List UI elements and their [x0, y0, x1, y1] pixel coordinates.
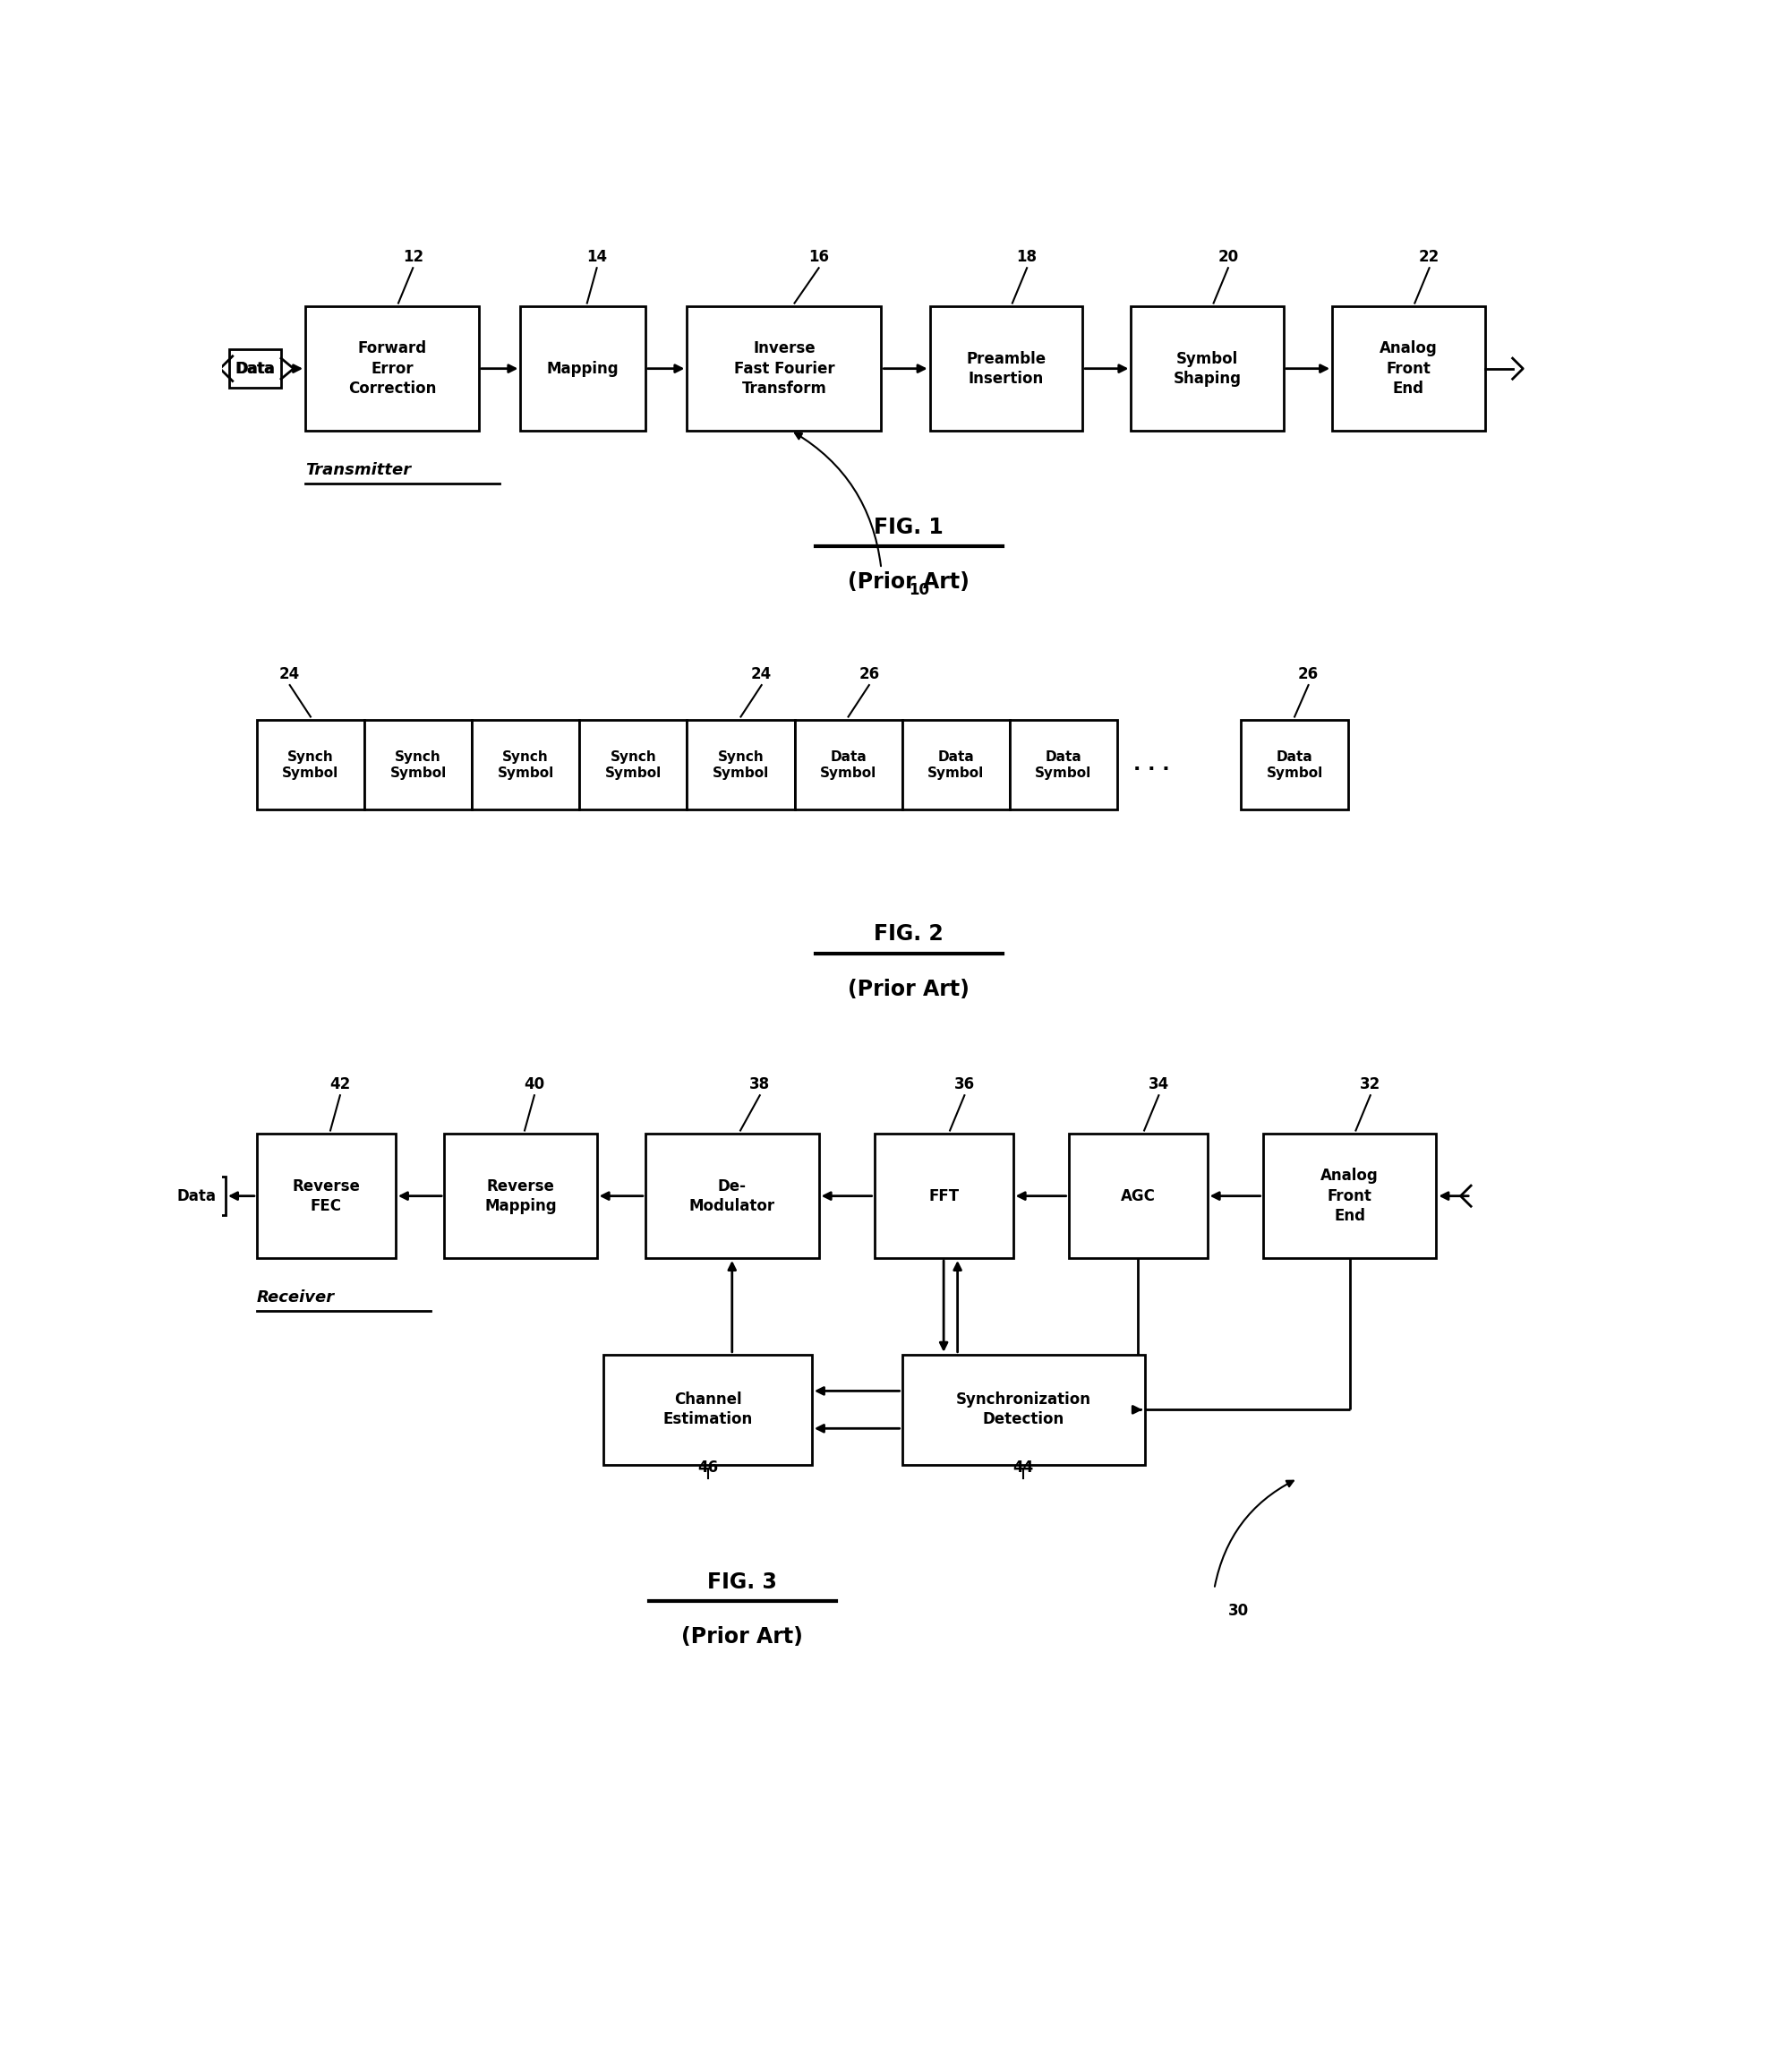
Text: Forward
Error
Correction: Forward Error Correction	[348, 340, 435, 396]
FancyBboxPatch shape	[929, 307, 1082, 431]
Text: 24: 24	[752, 667, 771, 682]
Text: Receiver: Receiver	[258, 1289, 334, 1305]
Text: Synchronization
Detection: Synchronization Detection	[956, 1392, 1091, 1428]
Text: Synch
Symbol: Synch Symbol	[283, 750, 339, 779]
FancyBboxPatch shape	[258, 721, 364, 810]
Text: Synch
Symbol: Synch Symbol	[713, 750, 769, 779]
Text: 30: 30	[1228, 1604, 1249, 1618]
Text: 44: 44	[1013, 1459, 1034, 1475]
Text: 24: 24	[279, 667, 300, 682]
FancyBboxPatch shape	[794, 721, 903, 810]
Text: Data
Symbol: Data Symbol	[928, 750, 984, 779]
Text: Synch
Symbol: Synch Symbol	[389, 750, 446, 779]
Text: Symbol
Shaping: Symbol Shaping	[1173, 350, 1242, 387]
Text: Data: Data	[236, 361, 275, 377]
Text: 26: 26	[858, 667, 880, 682]
Text: (Prior Art): (Prior Art)	[848, 572, 970, 593]
FancyBboxPatch shape	[579, 721, 688, 810]
FancyBboxPatch shape	[688, 721, 794, 810]
Text: . . .: . . .	[1134, 756, 1169, 775]
Text: 40: 40	[524, 1077, 546, 1092]
Text: Channel
Estimation: Channel Estimation	[663, 1392, 753, 1428]
Text: 14: 14	[586, 249, 608, 265]
Text: Mapping: Mapping	[547, 361, 618, 377]
Text: 36: 36	[954, 1077, 976, 1092]
Text: 34: 34	[1148, 1077, 1169, 1092]
Text: FIG. 3: FIG. 3	[707, 1571, 777, 1593]
FancyBboxPatch shape	[1130, 307, 1283, 431]
Text: (Prior Art): (Prior Art)	[848, 978, 970, 1001]
Text: De-
Modulator: De- Modulator	[689, 1179, 775, 1214]
Text: 22: 22	[1418, 249, 1439, 265]
Text: FIG. 2: FIG. 2	[874, 924, 944, 945]
Text: Data
Symbol: Data Symbol	[819, 750, 876, 779]
Text: Preamble
Insertion: Preamble Insertion	[967, 350, 1047, 387]
FancyBboxPatch shape	[521, 307, 645, 431]
Text: FFT: FFT	[928, 1187, 960, 1204]
Text: Reverse
Mapping: Reverse Mapping	[485, 1179, 556, 1214]
FancyBboxPatch shape	[688, 307, 881, 431]
FancyBboxPatch shape	[874, 1133, 1013, 1258]
Text: 20: 20	[1217, 249, 1239, 265]
Text: Data: Data	[176, 1187, 215, 1204]
Text: Data
Symbol: Data Symbol	[1034, 750, 1091, 779]
FancyBboxPatch shape	[167, 1177, 226, 1214]
Text: 38: 38	[750, 1077, 769, 1092]
FancyBboxPatch shape	[1240, 721, 1349, 810]
Text: 16: 16	[809, 249, 830, 265]
FancyBboxPatch shape	[306, 307, 478, 431]
FancyBboxPatch shape	[903, 721, 1009, 810]
Text: Synch
Symbol: Synch Symbol	[604, 750, 661, 779]
Text: 32: 32	[1359, 1077, 1381, 1092]
FancyBboxPatch shape	[364, 721, 473, 810]
Text: Reverse
FEC: Reverse FEC	[291, 1179, 361, 1214]
Text: Synch
Symbol: Synch Symbol	[498, 750, 554, 779]
FancyBboxPatch shape	[229, 350, 281, 387]
Text: 46: 46	[697, 1459, 718, 1475]
Text: Inverse
Fast Fourier
Transform: Inverse Fast Fourier Transform	[734, 340, 835, 396]
FancyBboxPatch shape	[444, 1133, 597, 1258]
FancyBboxPatch shape	[645, 1133, 819, 1258]
Text: (Prior Art): (Prior Art)	[682, 1627, 803, 1647]
FancyBboxPatch shape	[1068, 1133, 1207, 1258]
FancyBboxPatch shape	[1333, 307, 1486, 431]
Text: Analog
Front
End: Analog Front End	[1379, 340, 1438, 396]
Text: 18: 18	[1016, 249, 1038, 265]
Text: Analog
Front
End: Analog Front End	[1320, 1169, 1379, 1225]
FancyBboxPatch shape	[903, 1355, 1144, 1465]
Text: FIG. 1: FIG. 1	[874, 516, 944, 539]
Text: AGC: AGC	[1121, 1187, 1155, 1204]
Text: 12: 12	[403, 249, 423, 265]
Text: Data
Symbol: Data Symbol	[1267, 750, 1322, 779]
Text: 26: 26	[1297, 667, 1319, 682]
FancyBboxPatch shape	[604, 1355, 812, 1465]
Text: 42: 42	[331, 1077, 350, 1092]
FancyBboxPatch shape	[1263, 1133, 1436, 1258]
FancyBboxPatch shape	[258, 1133, 396, 1258]
FancyBboxPatch shape	[1009, 721, 1118, 810]
Text: Transmitter: Transmitter	[306, 462, 410, 479]
Text: 10: 10	[910, 582, 929, 599]
Text: Data: Data	[235, 361, 275, 377]
FancyBboxPatch shape	[473, 721, 579, 810]
